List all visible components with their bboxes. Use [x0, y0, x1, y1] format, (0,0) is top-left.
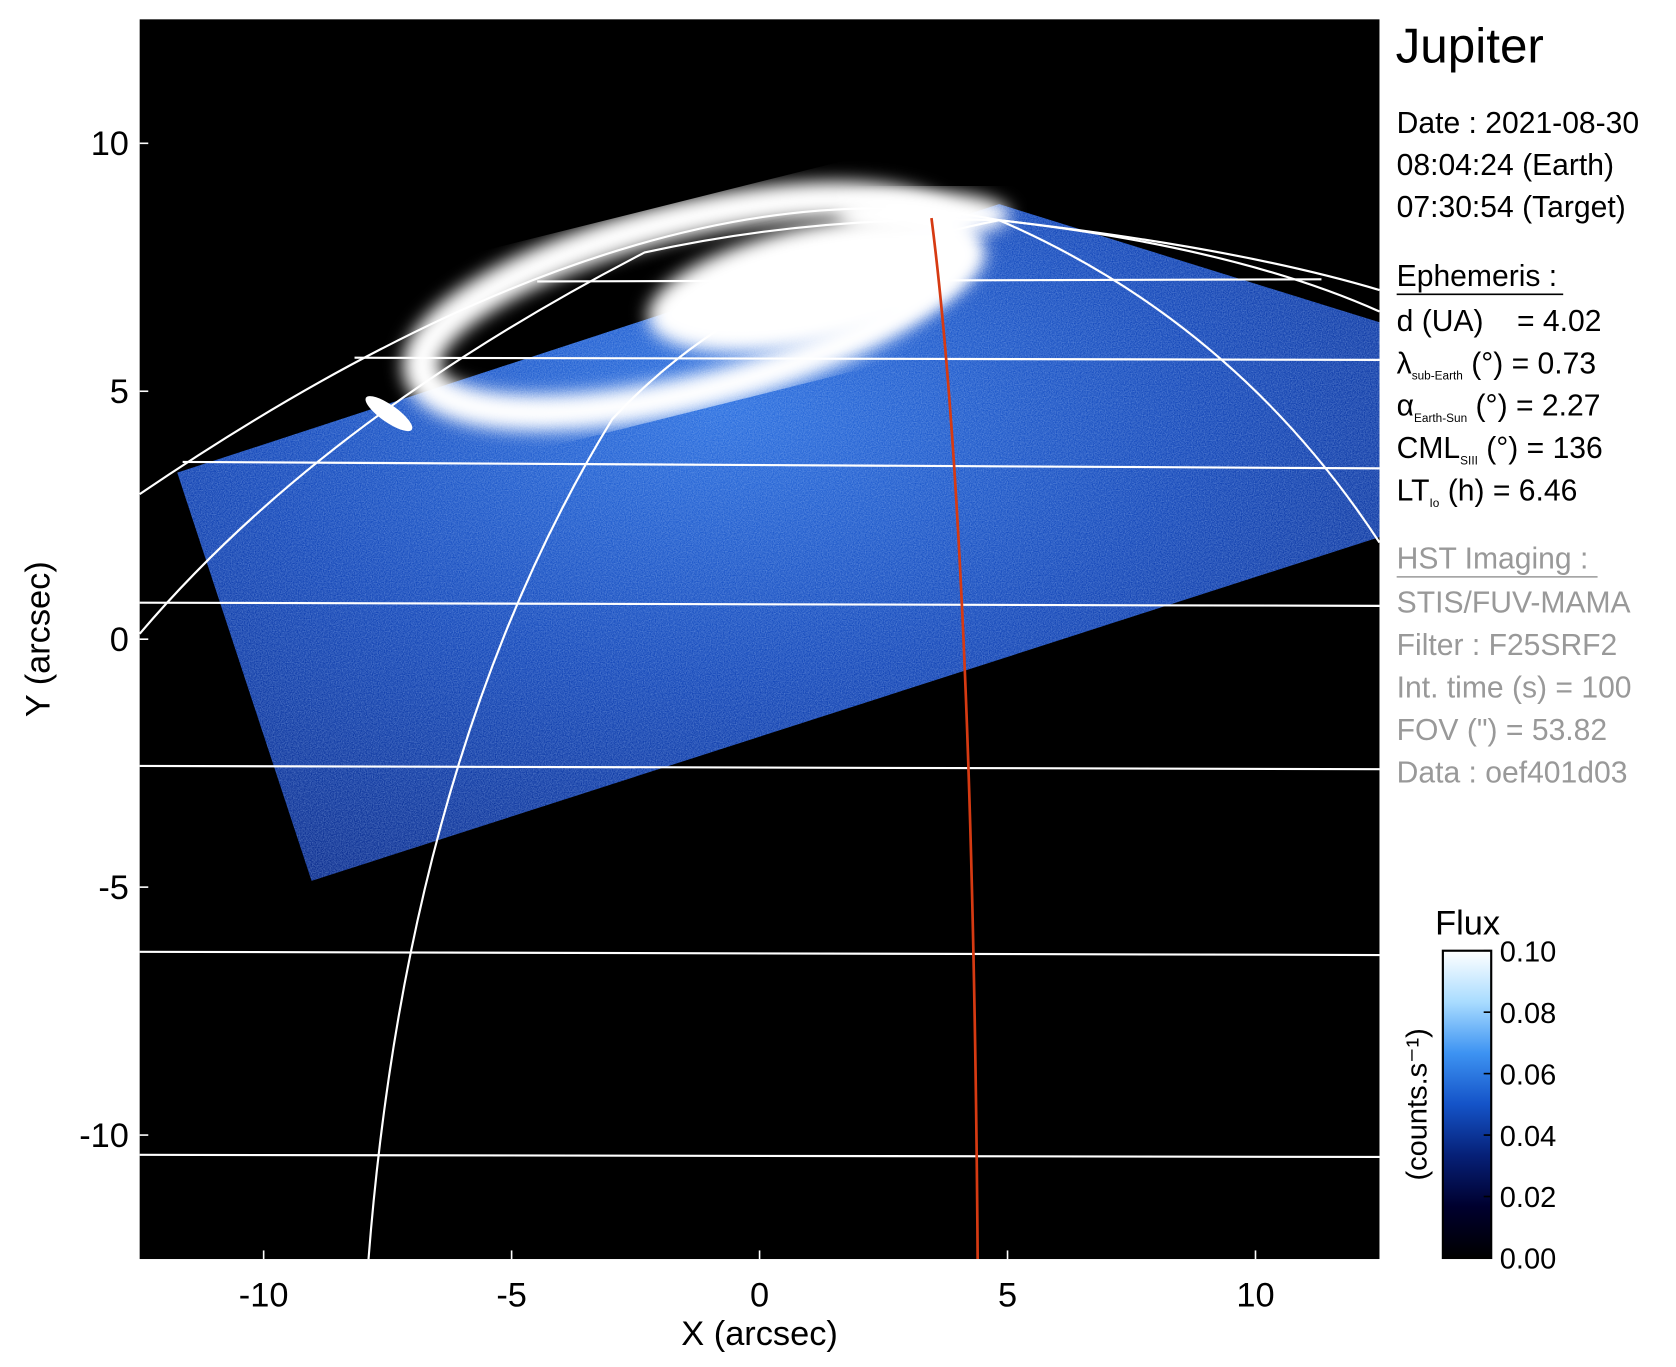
y-tick-label: 0 — [110, 621, 129, 659]
x-tick-label: 5 — [998, 1276, 1017, 1314]
y-axis-label: Y (arcsec) — [19, 561, 57, 717]
ephemeris-title: Ephemeris : — [1397, 260, 1557, 293]
y-tick-label: -10 — [79, 1117, 129, 1155]
colorbar-tick-label: 0.02 — [1500, 1182, 1556, 1214]
date-line: 07:30:54 (Target) — [1397, 191, 1626, 224]
date-line: 08:04:24 (Earth) — [1397, 149, 1614, 182]
ephemeris-value: (°) = 2.27 — [1467, 390, 1600, 423]
hst-line: FOV (") = 53.82 — [1397, 714, 1607, 747]
y-tick-label: -5 — [98, 869, 129, 907]
ephemeris-line: d (UA) = 4.02 — [1397, 305, 1602, 338]
ephemeris-value: (h) = 6.46 — [1439, 475, 1577, 508]
colorbar-tick-label: 0.08 — [1500, 998, 1556, 1030]
colorbar-tick-label: 0.00 — [1500, 1244, 1556, 1276]
x-tick-label: -10 — [239, 1276, 289, 1314]
colorbar-tick-label: 0.06 — [1500, 1059, 1556, 1091]
hst-line: Int. time (s) = 100 — [1397, 671, 1632, 704]
y-tick-label: 10 — [91, 125, 129, 163]
ephemeris-line: LTIo (h) = 6.46 — [1397, 475, 1578, 510]
x-tick-label: 0 — [750, 1276, 769, 1314]
ephemeris-symbol: d (UA) = 4.02 — [1397, 305, 1602, 338]
ephemeris-subscript: Earth-Sun — [1414, 411, 1467, 425]
hst-line: Filter : F25SRF2 — [1397, 629, 1618, 662]
x-tick-label: -5 — [496, 1276, 527, 1314]
ephemeris-value: (°) = 0.73 — [1463, 347, 1596, 380]
planet-grid — [138, 207, 1381, 1260]
ephemeris-symbol: λ — [1397, 347, 1412, 380]
ephemeris-line: αEarth-Sun (°) = 2.27 — [1397, 390, 1601, 425]
ephemeris-subscript: SIII — [1460, 454, 1478, 468]
ephemeris-symbol: CML — [1397, 432, 1461, 465]
hst-title: HST Imaging : — [1397, 542, 1589, 575]
hst-line: Data : oef401d03 — [1397, 756, 1628, 789]
meridian-line — [930, 217, 980, 1260]
y-tick-label: 5 — [110, 373, 129, 411]
panel-title: Jupiter — [1396, 18, 1544, 73]
ephemeris-line: λsub-Earth (°) = 0.73 — [1397, 347, 1596, 382]
ephemeris-line: CMLSIII (°) = 136 — [1397, 432, 1603, 467]
ephemeris-subscript: sub-Earth — [1412, 369, 1463, 383]
x-axis-label: X (arcsec) — [681, 1315, 838, 1353]
x-tick-label: 10 — [1236, 1276, 1274, 1314]
colorbar-label: (counts.s⁻¹) — [1402, 1028, 1434, 1180]
colorbar-tick-label: 0.10 — [1500, 936, 1556, 968]
colorbar-title: Flux — [1435, 905, 1500, 943]
date-line: Date : 2021-08-30 — [1397, 107, 1639, 140]
colorbar-tick-label: 0.04 — [1500, 1121, 1556, 1153]
colorbar — [1441, 949, 1493, 1260]
ephemeris-subscript: Io — [1430, 496, 1440, 510]
hst-line: STIS/FUV-MAMA — [1397, 586, 1631, 619]
ephemeris-symbol: α — [1397, 390, 1414, 423]
observation — [177, 181, 1380, 881]
ephemeris-symbol: LT — [1397, 475, 1430, 508]
ephemeris-value: (°) = 136 — [1478, 432, 1603, 465]
